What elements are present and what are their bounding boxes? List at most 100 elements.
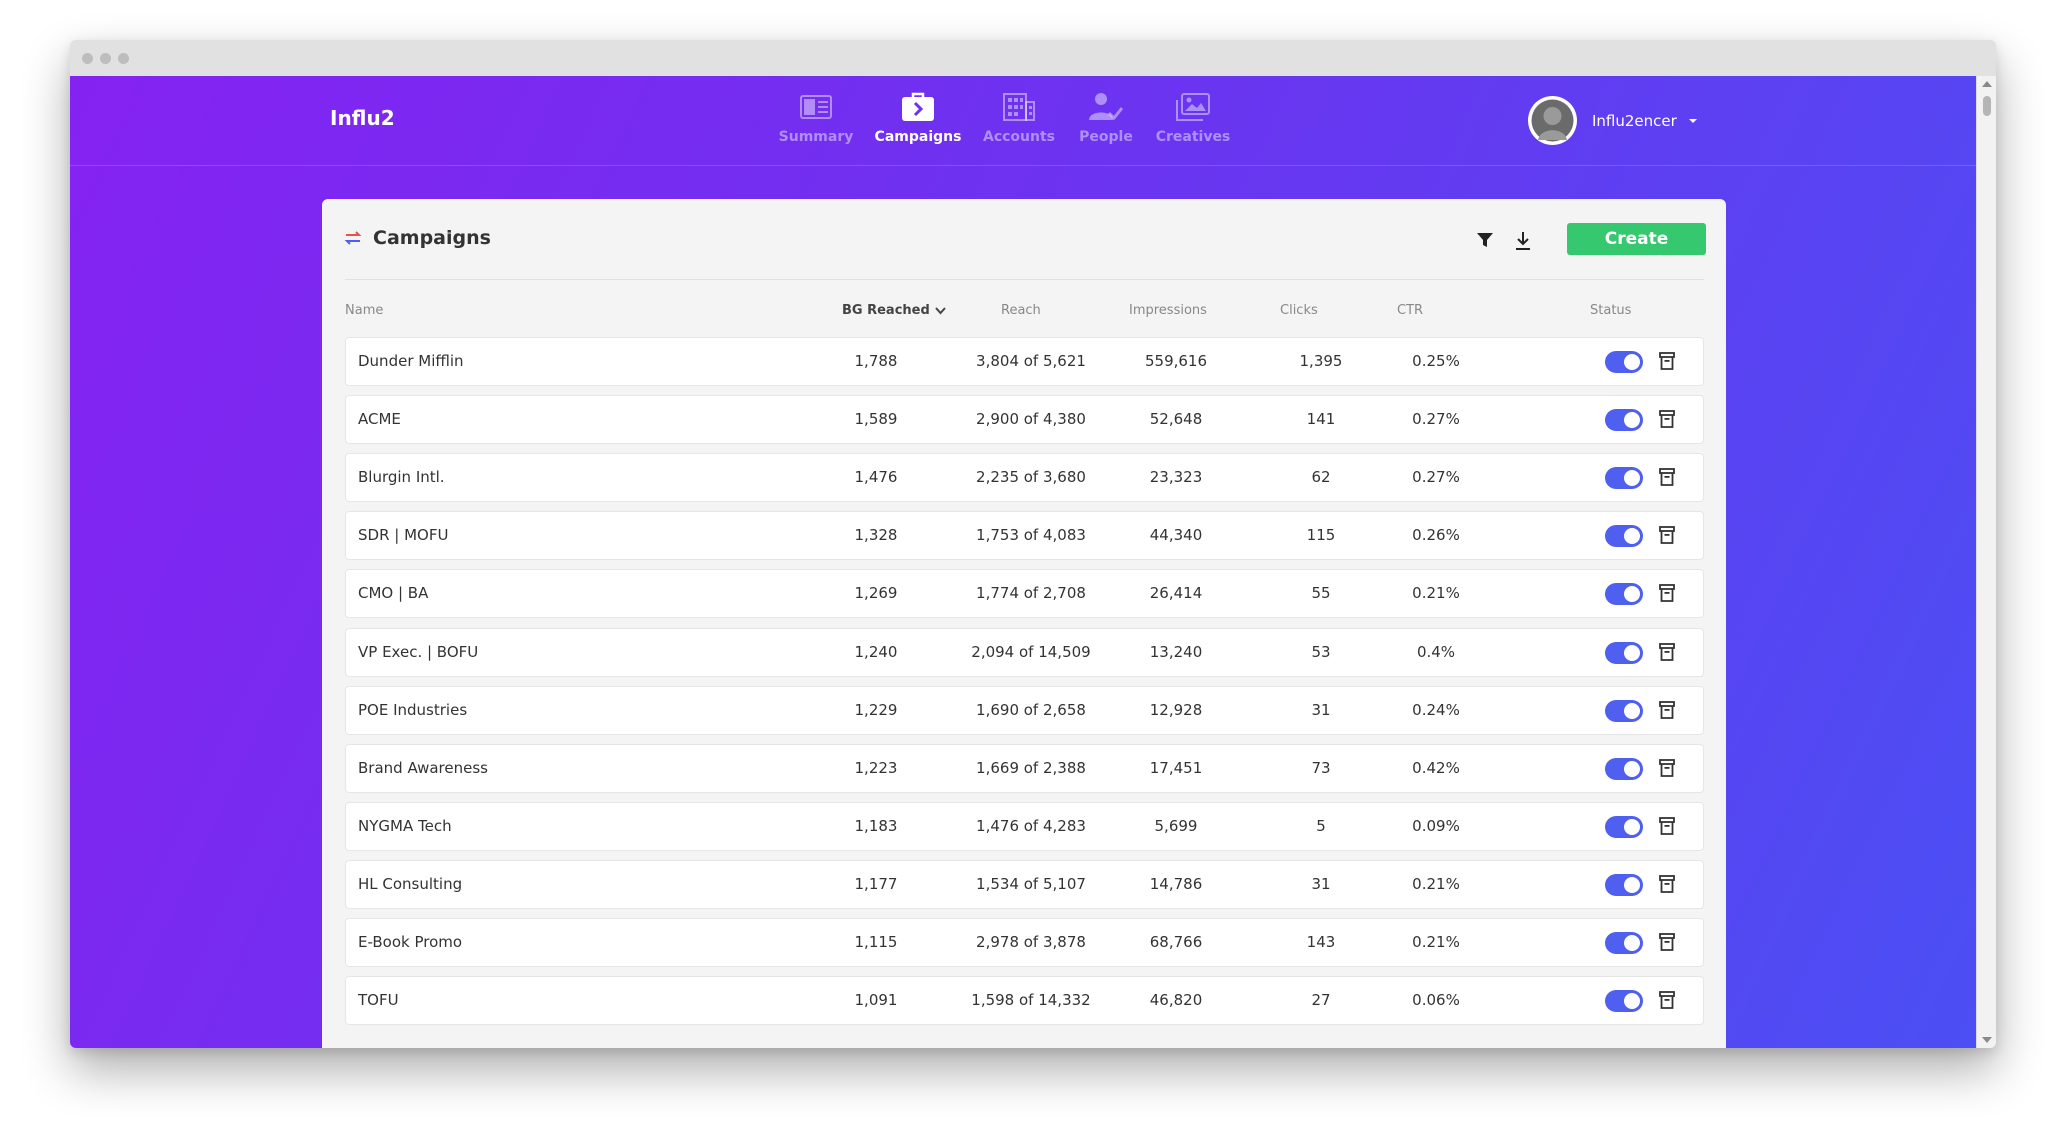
window-minimize-dot[interactable] bbox=[100, 53, 111, 64]
status-toggle[interactable] bbox=[1605, 641, 1643, 664]
scroll-down-icon[interactable] bbox=[1982, 1037, 1992, 1043]
cell-clicks: 115 bbox=[1306, 526, 1336, 545]
status-toggle[interactable] bbox=[1605, 815, 1643, 838]
cell-name[interactable]: CMO | BA bbox=[358, 584, 429, 603]
status-toggle[interactable] bbox=[1605, 351, 1643, 373]
nav-item-people[interactable]: People bbox=[1051, 90, 1161, 145]
cell-impressions: 13,240 bbox=[1149, 642, 1203, 661]
column-header-reach[interactable]: Reach bbox=[1001, 303, 1041, 318]
cell-ctr: 0.24% bbox=[1412, 700, 1460, 719]
table-row[interactable]: TOFU 1,091 1,598 of 14,332 46,820 27 0.06% bbox=[345, 976, 1704, 1026]
app-viewport: Influ2 Summary Campaigns Accounts bbox=[70, 76, 1976, 1048]
cell-bg-reached: 1,269 bbox=[854, 584, 898, 603]
archive-icon[interactable] bbox=[1659, 933, 1675, 955]
cell-bg-reached: 1,240 bbox=[854, 642, 898, 661]
window-titlebar bbox=[70, 40, 1996, 76]
brand-logo[interactable]: Influ2 bbox=[330, 106, 395, 130]
cell-name[interactable]: ACME bbox=[358, 410, 401, 429]
create-button[interactable]: Create bbox=[1567, 223, 1706, 255]
chevron-down-icon[interactable] bbox=[1688, 118, 1697, 123]
nav-item-accounts[interactable]: Accounts bbox=[964, 90, 1074, 145]
table-row[interactable]: Brand Awareness 1,223 1,669 of 2,388 17,451… bbox=[345, 743, 1704, 793]
table-row[interactable]: NYGMA Tech 1,183 1,476 of 4,283 5,699 5 0.09% bbox=[345, 801, 1704, 851]
cell-name[interactable]: Dunder Mifflin bbox=[358, 352, 464, 370]
status-toggle[interactable] bbox=[1605, 467, 1643, 490]
cell-clicks: 1,395 bbox=[1299, 352, 1343, 370]
cell-reach: 2,900 of 4,380 bbox=[976, 410, 1086, 429]
window-zoom-dot[interactable] bbox=[118, 53, 129, 64]
cell-name[interactable]: SDR | MOFU bbox=[358, 526, 449, 545]
table-row[interactable]: E-Book Promo 1,115 2,978 of 3,878 68,766 143… bbox=[345, 918, 1704, 967]
archive-icon[interactable] bbox=[1659, 468, 1675, 490]
status-toggle[interactable] bbox=[1605, 583, 1643, 606]
cell-name[interactable]: E-Book Promo bbox=[358, 933, 463, 951]
archive-icon[interactable] bbox=[1659, 410, 1675, 432]
column-header-status[interactable]: Status bbox=[1590, 303, 1632, 318]
table-row[interactable]: HL Consulting 1,177 1,534 of 5,107 14,786 31… bbox=[345, 859, 1704, 909]
cell-name[interactable]: Blurgin Intl. bbox=[358, 468, 445, 487]
table-row[interactable]: Dunder Mifflin 1,788 3,804 of 5,621 559,616… bbox=[345, 337, 1704, 386]
table-row[interactable]: POE Industries 1,229 1,690 of 2,658 12,928 3… bbox=[345, 685, 1704, 735]
cell-reach: 1,598 of 14,332 bbox=[971, 991, 1091, 1010]
person-check-icon bbox=[1089, 90, 1123, 124]
cell-name[interactable]: Brand Awareness bbox=[358, 758, 488, 777]
nav-item-creatives[interactable]: Creatives bbox=[1138, 90, 1248, 145]
cell-name[interactable]: TOFU bbox=[358, 991, 399, 1010]
cell-name[interactable]: VP Exec. | BOFU bbox=[358, 642, 479, 661]
scroll-thumb[interactable] bbox=[1983, 96, 1991, 116]
cell-bg-reached: 1,115 bbox=[854, 933, 898, 951]
cell-clicks: 55 bbox=[1311, 584, 1331, 603]
window-close-dot[interactable] bbox=[82, 53, 93, 64]
cell-impressions: 17,451 bbox=[1149, 758, 1203, 777]
cell-clicks: 5 bbox=[1316, 816, 1326, 835]
table-row[interactable]: Blurgin Intl. 1,476 2,235 of 3,680 23,323 62… bbox=[345, 453, 1704, 503]
column-header-name[interactable]: Name bbox=[345, 303, 384, 318]
cell-reach: 1,534 of 5,107 bbox=[976, 874, 1086, 893]
cell-clicks: 62 bbox=[1311, 468, 1331, 487]
nav-label: Accounts bbox=[982, 129, 1055, 145]
user-menu[interactable]: Influ2encer bbox=[1528, 96, 1697, 145]
archive-icon[interactable] bbox=[1659, 526, 1675, 548]
cell-name[interactable]: HL Consulting bbox=[358, 874, 463, 893]
archive-icon[interactable] bbox=[1659, 352, 1675, 374]
filter-icon[interactable] bbox=[1476, 231, 1494, 253]
status-toggle[interactable] bbox=[1605, 409, 1643, 432]
column-header-ctr[interactable]: CTR bbox=[1397, 303, 1424, 318]
status-toggle[interactable] bbox=[1605, 873, 1643, 896]
column-header-clicks[interactable]: Clicks bbox=[1280, 303, 1318, 318]
cell-name[interactable]: POE Industries bbox=[358, 700, 468, 719]
table-row[interactable]: SDR | MOFU 1,328 1,753 of 4,083 44,340 115 0.… bbox=[345, 511, 1704, 561]
avatar[interactable] bbox=[1528, 96, 1577, 145]
nav-label: Campaigns bbox=[874, 129, 962, 145]
vertical-scrollbar[interactable] bbox=[1976, 76, 1996, 1048]
archive-icon[interactable] bbox=[1659, 584, 1675, 606]
table-row[interactable]: VP Exec. | BOFU 1,240 2,094 of 14,509 13,24… bbox=[345, 627, 1704, 677]
table-row[interactable]: CMO | BA 1,269 1,774 of 2,708 26,414 55 0.21% bbox=[345, 569, 1704, 619]
scroll-up-icon[interactable] bbox=[1982, 81, 1992, 87]
cell-name[interactable]: NYGMA Tech bbox=[358, 816, 452, 835]
status-toggle[interactable] bbox=[1605, 990, 1643, 1013]
download-icon[interactable] bbox=[1514, 231, 1532, 255]
table-row[interactable]: ACME 1,589 2,900 of 4,380 52,648 141 0.27% bbox=[345, 395, 1704, 445]
archive-icon[interactable] bbox=[1659, 816, 1675, 839]
archive-icon[interactable] bbox=[1659, 700, 1675, 723]
nav-item-summary[interactable]: Summary bbox=[761, 90, 871, 145]
status-toggle[interactable] bbox=[1605, 525, 1643, 548]
archive-icon[interactable] bbox=[1659, 991, 1675, 1013]
nav-item-campaigns[interactable]: Campaigns bbox=[863, 90, 973, 145]
cell-reach: 1,690 of 2,658 bbox=[976, 700, 1086, 719]
archive-icon[interactable] bbox=[1659, 874, 1675, 897]
archive-icon[interactable] bbox=[1659, 758, 1675, 781]
cell-impressions: 12,928 bbox=[1149, 700, 1203, 719]
status-toggle[interactable] bbox=[1605, 699, 1643, 722]
cell-ctr: 0.21% bbox=[1412, 874, 1460, 893]
cell-reach: 1,669 of 2,388 bbox=[976, 758, 1086, 777]
status-toggle[interactable] bbox=[1605, 757, 1643, 780]
cell-reach: 2,094 of 14,509 bbox=[971, 642, 1091, 661]
column-header-impressions[interactable]: Impressions bbox=[1129, 303, 1207, 318]
archive-icon[interactable] bbox=[1659, 642, 1675, 665]
column-header-bg-reached[interactable]: BG Reached bbox=[842, 303, 946, 318]
status-toggle[interactable] bbox=[1605, 932, 1643, 954]
cell-reach: 3,804 of 5,621 bbox=[976, 352, 1086, 370]
images-icon bbox=[1176, 90, 1210, 124]
